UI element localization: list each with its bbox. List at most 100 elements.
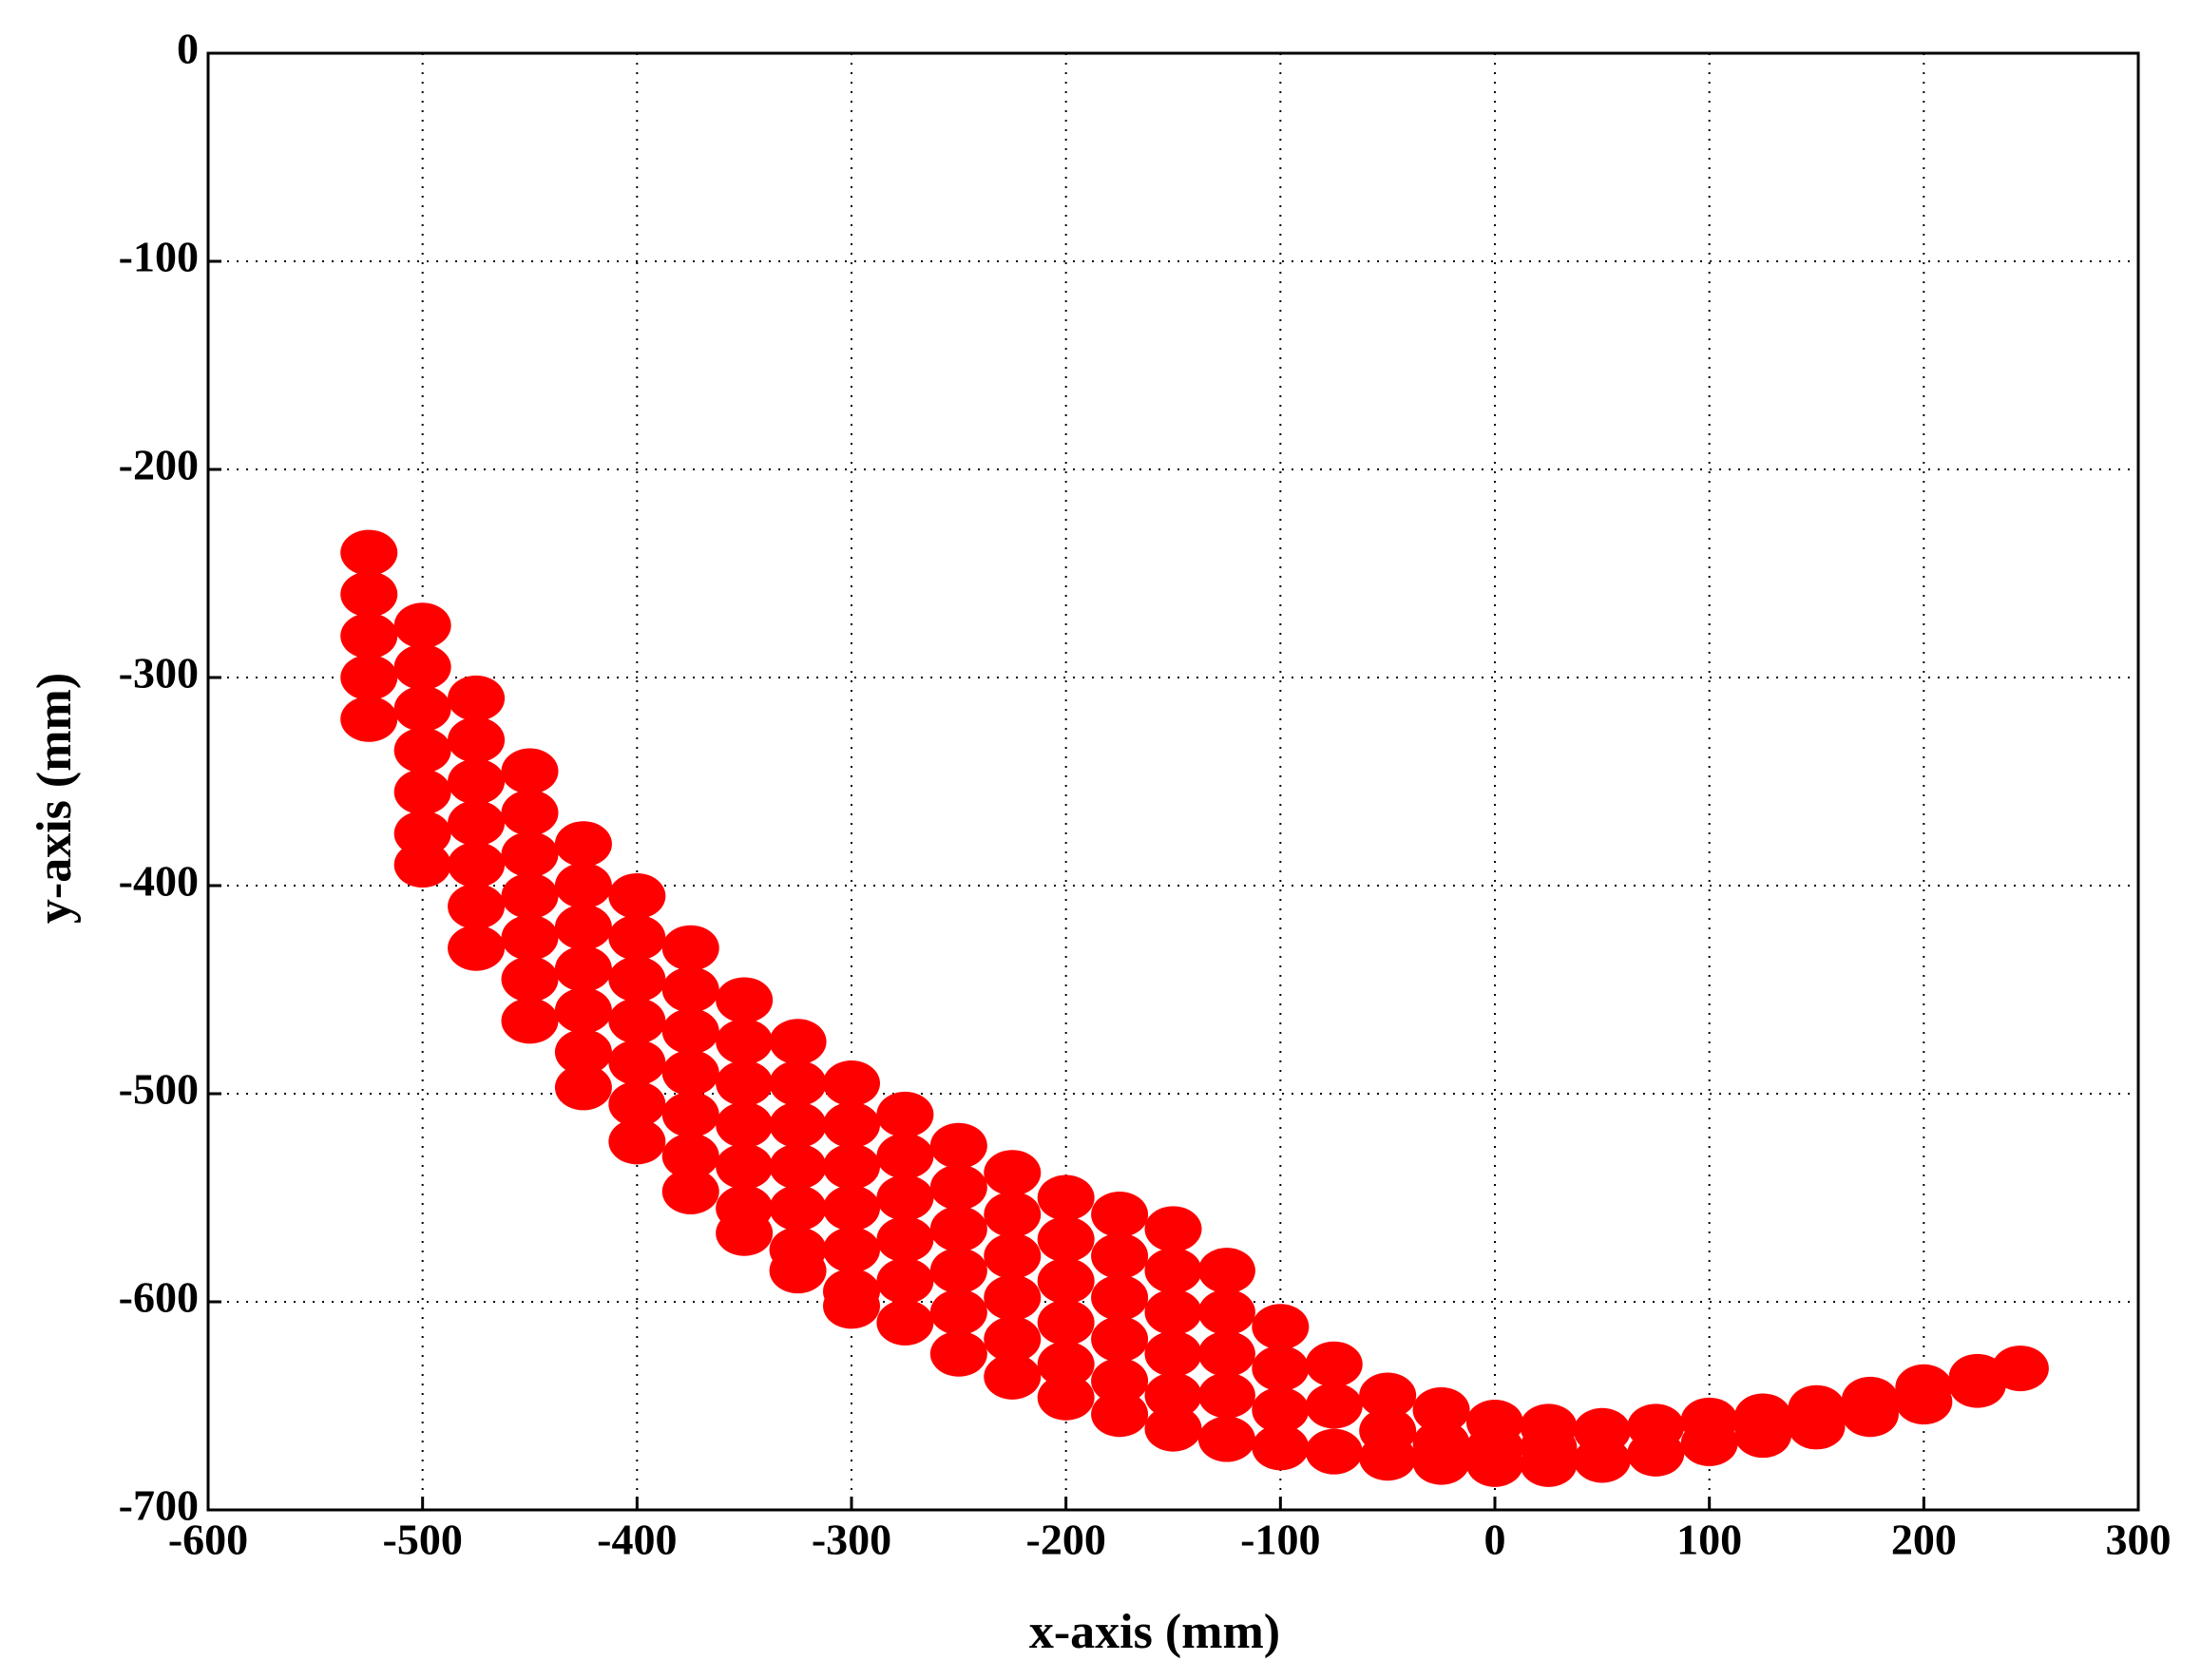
scatter-point: [929, 1248, 987, 1294]
scatter-point: [1091, 1358, 1149, 1404]
scatter-point: [769, 1143, 827, 1190]
scatter-point: [554, 945, 612, 992]
scatter-point: [661, 1091, 719, 1137]
y-tick-label: -700: [119, 1481, 199, 1530]
scatter-point: [501, 956, 559, 1002]
scatter-point: [1144, 1206, 1202, 1252]
scatter-point: [823, 1060, 880, 1107]
scatter-point: [716, 1060, 774, 1107]
scatter-point: [876, 1258, 934, 1305]
scatter-point: [1412, 1439, 1470, 1485]
scatter-point: [984, 1353, 1042, 1400]
scatter-point: [1788, 1403, 1846, 1450]
scatter-point: [876, 1091, 934, 1137]
scatter-point: [823, 1143, 880, 1190]
scatter-point: [1037, 1299, 1095, 1346]
scatter-point: [876, 1216, 934, 1263]
scatter-point: [1305, 1383, 1363, 1429]
scatter-point: [1144, 1289, 1202, 1335]
scatter-point: [1466, 1441, 1523, 1487]
scatter-point: [661, 925, 719, 971]
scatter-point: [1197, 1416, 1255, 1462]
scatter-point: [1252, 1386, 1310, 1433]
scatter-point: [1520, 1441, 1578, 1487]
scatter-point: [1734, 1412, 1792, 1459]
scatter-point: [1197, 1330, 1255, 1377]
scatter-point: [448, 716, 506, 763]
scatter-point: [393, 644, 451, 691]
scatter-point: [340, 655, 398, 700]
scatter-point: [1037, 1374, 1095, 1421]
x-tick-label: 200: [1891, 1516, 1957, 1564]
scatter-point: [608, 998, 666, 1044]
scatter-point: [1573, 1437, 1631, 1483]
scatter-point: [929, 1164, 987, 1211]
scatter-point: [448, 675, 506, 721]
scatter-point: [1091, 1192, 1149, 1238]
scatter-point: [393, 685, 451, 732]
y-tick-label: -400: [119, 857, 199, 906]
scatter-point: [661, 1168, 719, 1214]
scatter-point: [340, 529, 398, 576]
scatter-point: [393, 727, 451, 773]
scatter-point: [823, 1185, 880, 1231]
scatter-point: [1144, 1248, 1202, 1294]
scatter-point: [1144, 1372, 1202, 1419]
scatter-point: [608, 872, 666, 919]
scatter-point: [876, 1133, 934, 1179]
y-tick-label: -300: [119, 649, 199, 697]
points: [340, 529, 2049, 1487]
scatter-point: [340, 696, 398, 742]
scatter-point: [501, 998, 559, 1044]
scatter-point: [823, 1101, 880, 1148]
scatter-point: [554, 863, 612, 908]
scatter-point: [1037, 1216, 1095, 1263]
scatter-point: [501, 831, 559, 878]
scatter-point: [1841, 1391, 1899, 1438]
scatter-point: [1091, 1232, 1149, 1279]
scatter-point: [1412, 1386, 1470, 1433]
y-axis-title: y-axis (mm): [28, 673, 82, 924]
scatter-point: [876, 1174, 934, 1221]
scatter-point: [448, 842, 506, 888]
scatter-point: [1197, 1248, 1255, 1294]
y-tick-label: -100: [119, 233, 199, 281]
scatter-point: [769, 1019, 827, 1065]
y-tick-label: -200: [119, 441, 199, 489]
scatter-point: [929, 1122, 987, 1169]
scatter-point: [823, 1283, 880, 1329]
scatter-point: [1305, 1428, 1363, 1475]
scatter-point: [929, 1206, 987, 1252]
scatter-point: [769, 1060, 827, 1107]
scatter-point: [716, 977, 774, 1023]
x-tick-label: 100: [1676, 1516, 1742, 1564]
scatter-point: [716, 1210, 774, 1256]
scatter-point: [984, 1150, 1042, 1196]
scatter-point: [340, 571, 398, 618]
scatter-point: [554, 987, 612, 1034]
y-tick-label: -600: [119, 1273, 199, 1322]
x-tick-label: -300: [812, 1516, 891, 1564]
scatter-point: [984, 1316, 1042, 1363]
scatter-point: [1144, 1330, 1202, 1377]
x-tick-label: -500: [383, 1516, 463, 1564]
scatter-point: [716, 1143, 774, 1190]
scatter-point: [1091, 1274, 1149, 1321]
scatter-point: [448, 883, 506, 929]
scatter-point: [1359, 1435, 1417, 1481]
scatter-point: [661, 1133, 719, 1179]
scatter-point: [929, 1289, 987, 1335]
scatter-point: [1091, 1391, 1149, 1438]
scatter-point: [1252, 1304, 1310, 1350]
scatter-point: [769, 1185, 827, 1231]
scatter-point: [1037, 1341, 1095, 1387]
scatter-point: [501, 914, 559, 961]
x-tick-label: -200: [1026, 1516, 1106, 1564]
x-tick-label: 0: [1484, 1516, 1506, 1564]
x-tick-label: 300: [2106, 1516, 2172, 1564]
scatter-point: [661, 1050, 719, 1097]
scatter-point: [1305, 1341, 1363, 1387]
scatter-point: [1197, 1289, 1255, 1335]
